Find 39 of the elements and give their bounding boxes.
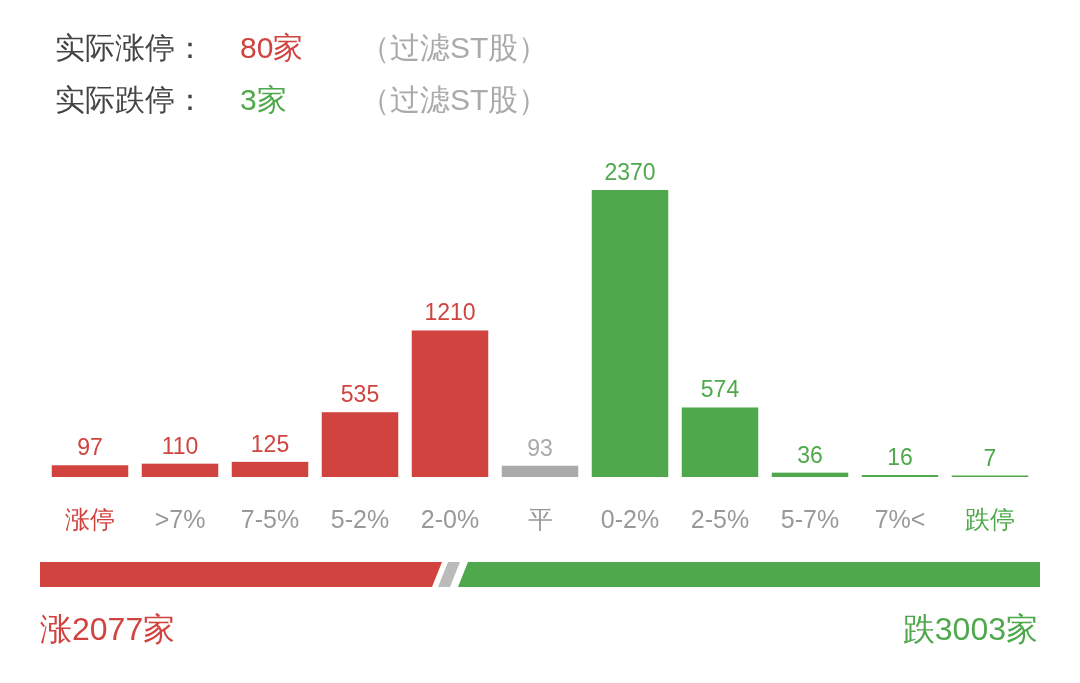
data-label: 16 (887, 444, 913, 471)
x-tick-label: 7-5% (240, 505, 300, 533)
text: （过滤ST股） (360, 83, 549, 116)
data-label: 574 (700, 376, 740, 403)
x-tick-label: >7% (154, 505, 206, 533)
data-label: 2370 (604, 159, 656, 185)
x-tick-label: 5-2% (330, 505, 390, 533)
data-label: 125 (250, 430, 290, 457)
text: 实际跌停： (55, 83, 205, 116)
data-label: 1210 (424, 299, 476, 326)
text: 涨2077家 (40, 611, 176, 647)
x-tick-label: 5-7% (780, 505, 840, 533)
data-label: 535 (340, 381, 380, 408)
bar (681, 407, 759, 477)
x-tick-label: 跌停 (965, 505, 1015, 533)
x-tick-label: 2-5% (690, 505, 750, 533)
bar (231, 461, 309, 477)
text: （过滤ST股） (360, 31, 549, 64)
text: 80家 (240, 31, 304, 64)
data-label: 110 (161, 432, 199, 459)
x-tick-label: 0-2% (600, 505, 660, 533)
data-label: 36 (797, 441, 823, 468)
text: 3家 (240, 83, 287, 116)
data-label: 7 (983, 444, 997, 471)
bar (591, 190, 669, 477)
bar (141, 463, 219, 477)
x-tick-label: 2-0% (420, 505, 480, 533)
bar (51, 465, 129, 477)
bar (321, 412, 399, 477)
text: 跌3003家 (902, 611, 1038, 647)
bar (771, 472, 849, 477)
x-tick-label: 平 (527, 505, 553, 533)
bar (501, 465, 579, 477)
data-label: 97 (77, 434, 103, 461)
x-tick-label: 7%< (874, 505, 926, 533)
x-tick-label: 涨停 (65, 505, 115, 533)
data-label: 93 (527, 434, 553, 461)
bar (411, 330, 489, 477)
text: 实际涨停： (55, 31, 205, 64)
